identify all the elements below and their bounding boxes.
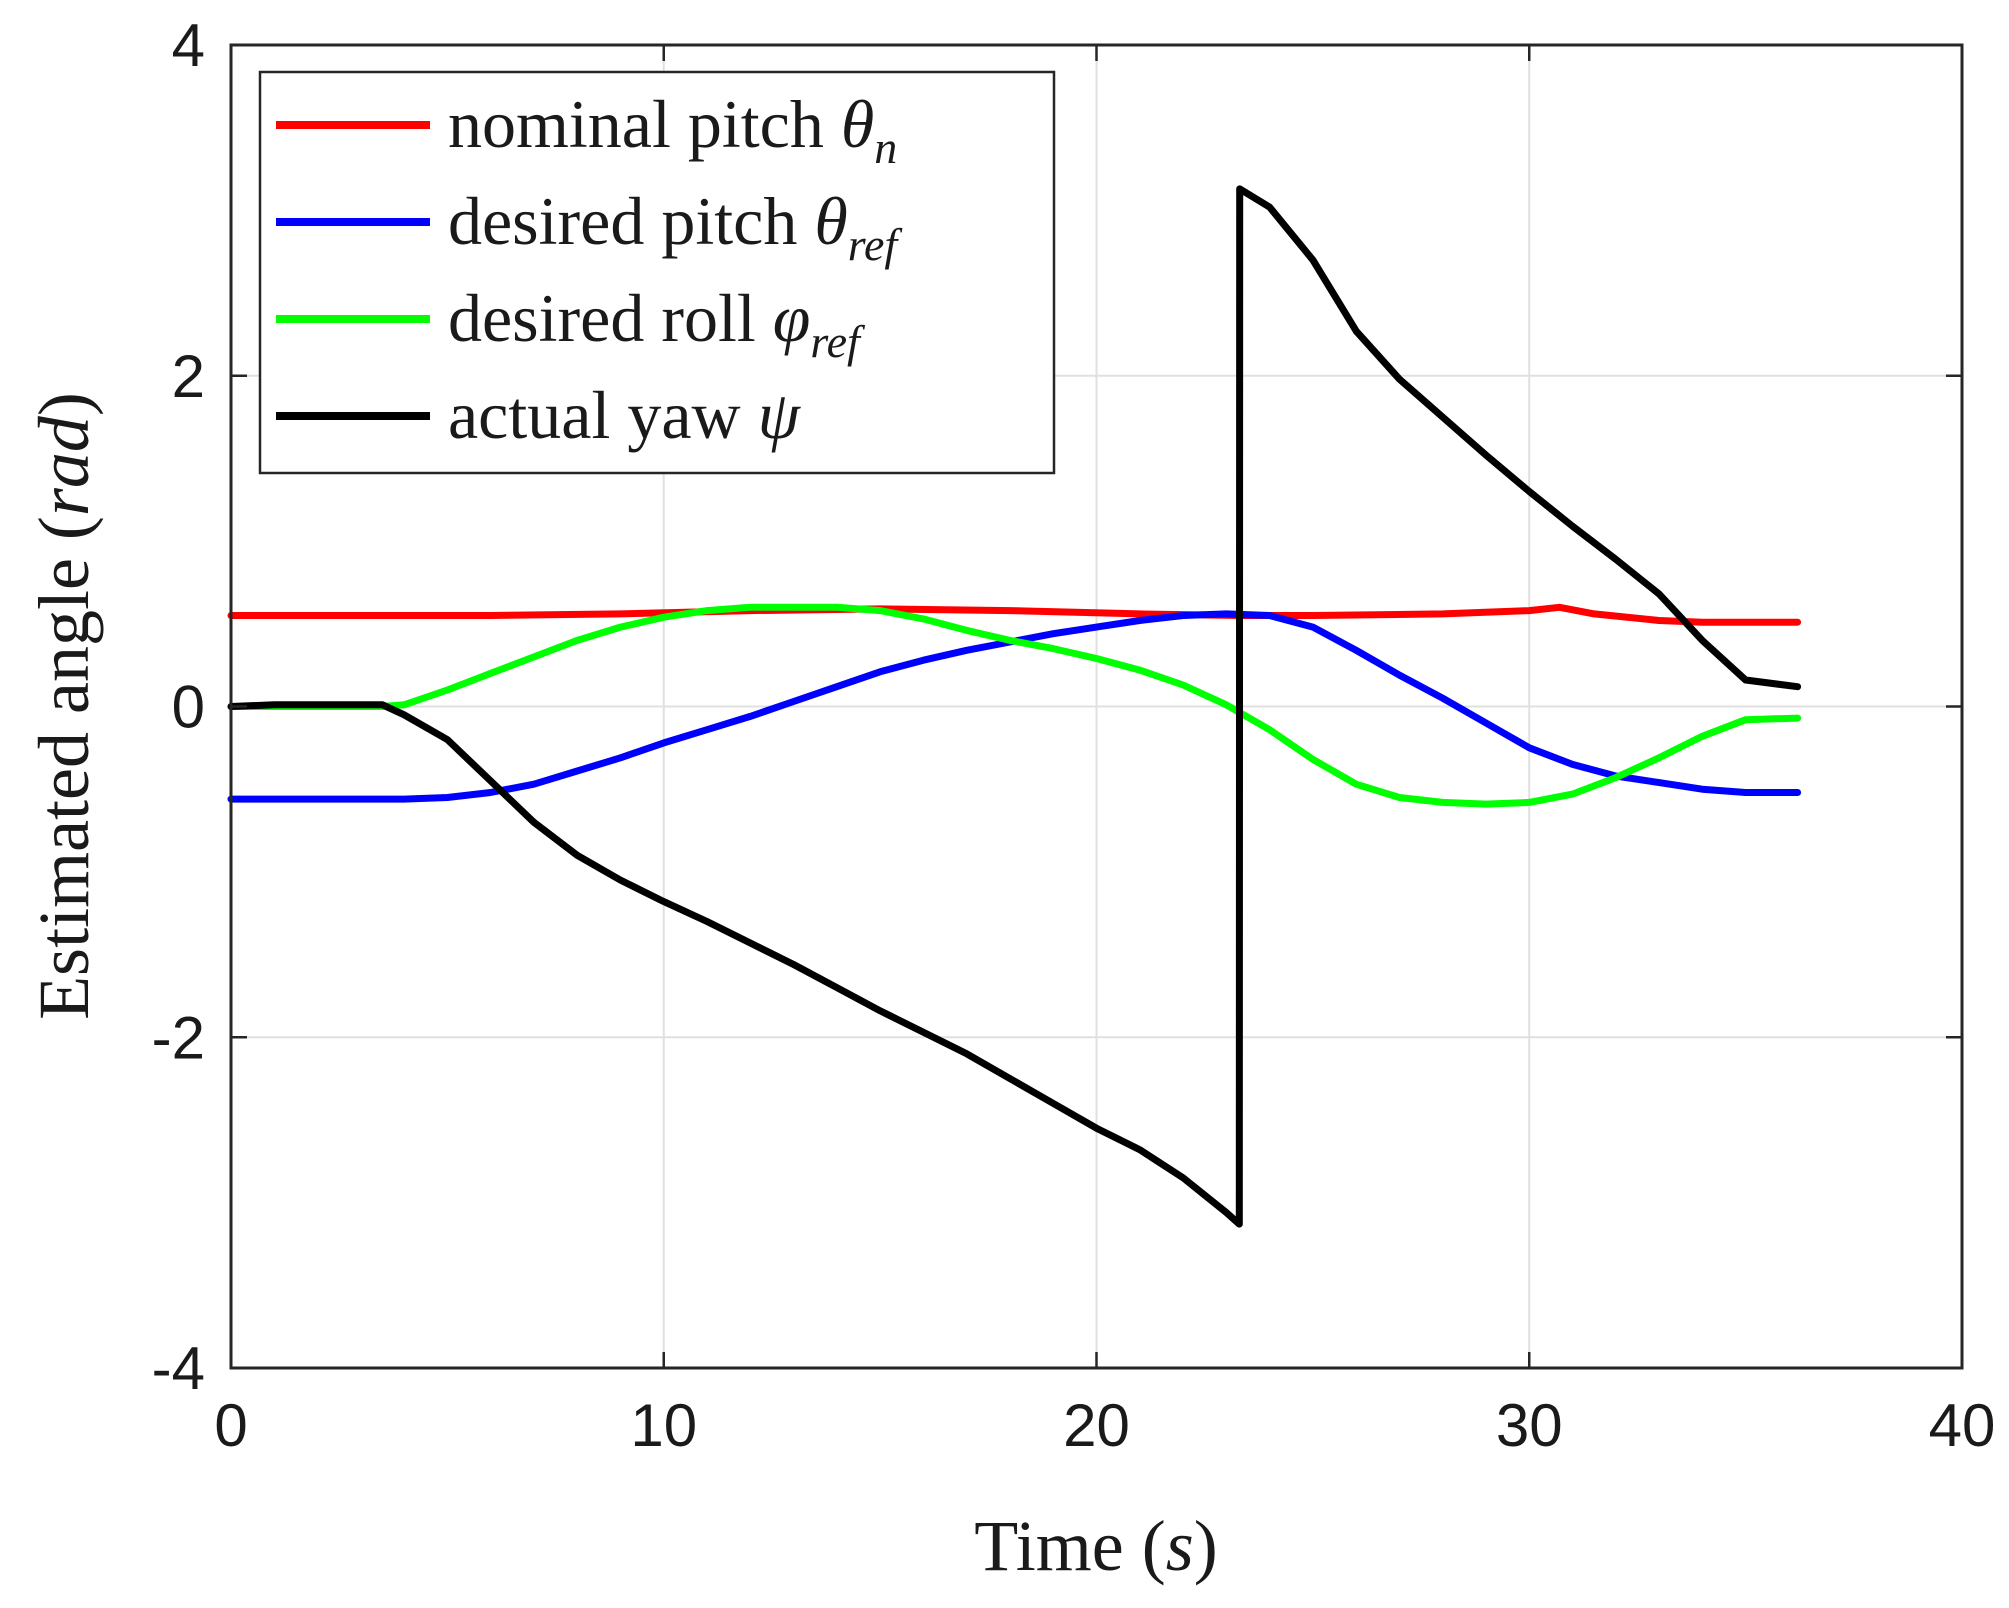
y-tick-label: -4 bbox=[152, 1335, 205, 1402]
legend-label-text: desired roll bbox=[448, 280, 773, 356]
legend-label-text: actual yaw bbox=[448, 377, 758, 453]
y-axis-unit: rad bbox=[24, 415, 104, 516]
y-tick-label: 0 bbox=[172, 674, 205, 741]
legend-box bbox=[258, 70, 1056, 475]
legend-item-nominal-pitch: nominal pitch θn bbox=[276, 86, 897, 173]
x-ticks: 0 10 20 30 40 bbox=[214, 45, 1995, 1459]
y-tick-label: 4 bbox=[172, 12, 205, 79]
x-tick-label: 20 bbox=[1063, 1392, 1130, 1459]
legend-symbol: θ bbox=[814, 183, 847, 259]
legend-label: actual yaw ψ bbox=[448, 377, 802, 453]
x-tick-label: 40 bbox=[1929, 1392, 1996, 1459]
legend-label: desired roll φref bbox=[448, 280, 866, 367]
x-tick-label: 10 bbox=[630, 1392, 697, 1459]
legend-item-desired-roll: desired roll φref bbox=[276, 280, 866, 367]
legend-label-text: desired pitch bbox=[448, 183, 814, 259]
series-layer bbox=[227, 185, 1802, 1228]
y-ticks: -4 -2 0 2 4 bbox=[152, 12, 1962, 1402]
legend-item-actual-yaw: actual yaw ψ bbox=[276, 377, 802, 453]
y-axis-title-text: Estimated angle bbox=[24, 540, 104, 1020]
x-axis-unit: s bbox=[1166, 1506, 1194, 1586]
x-axis-title: Time (s) bbox=[974, 1506, 1217, 1586]
x-tick-label: 0 bbox=[214, 1392, 247, 1459]
series-line-actual-yaw bbox=[227, 185, 1802, 1228]
legend-subscript: ref bbox=[848, 219, 904, 270]
legend-label: nominal pitch θn bbox=[448, 86, 897, 173]
legend-label-text: nominal pitch bbox=[448, 86, 841, 162]
legend-item-desired-pitch: desired pitch θref bbox=[276, 183, 903, 270]
legend-symbol: φ bbox=[773, 280, 811, 356]
legend-subscript: ref bbox=[810, 316, 866, 367]
legend-subscript: n bbox=[874, 122, 897, 173]
legend-label: desired pitch θref bbox=[448, 183, 903, 270]
x-axis-title-text: Time bbox=[974, 1506, 1141, 1586]
series-line-desired-pitch bbox=[227, 610, 1802, 803]
y-tick-label: 2 bbox=[172, 343, 205, 410]
legend-symbol: ψ bbox=[758, 377, 802, 453]
legend-symbol: θ bbox=[841, 86, 874, 162]
y-tick-label: -2 bbox=[152, 1004, 205, 1071]
y-axis-title: Estimated angle (rad) bbox=[24, 392, 104, 1020]
series-line-desired-roll bbox=[227, 603, 1802, 808]
x-tick-label: 30 bbox=[1496, 1392, 1563, 1459]
